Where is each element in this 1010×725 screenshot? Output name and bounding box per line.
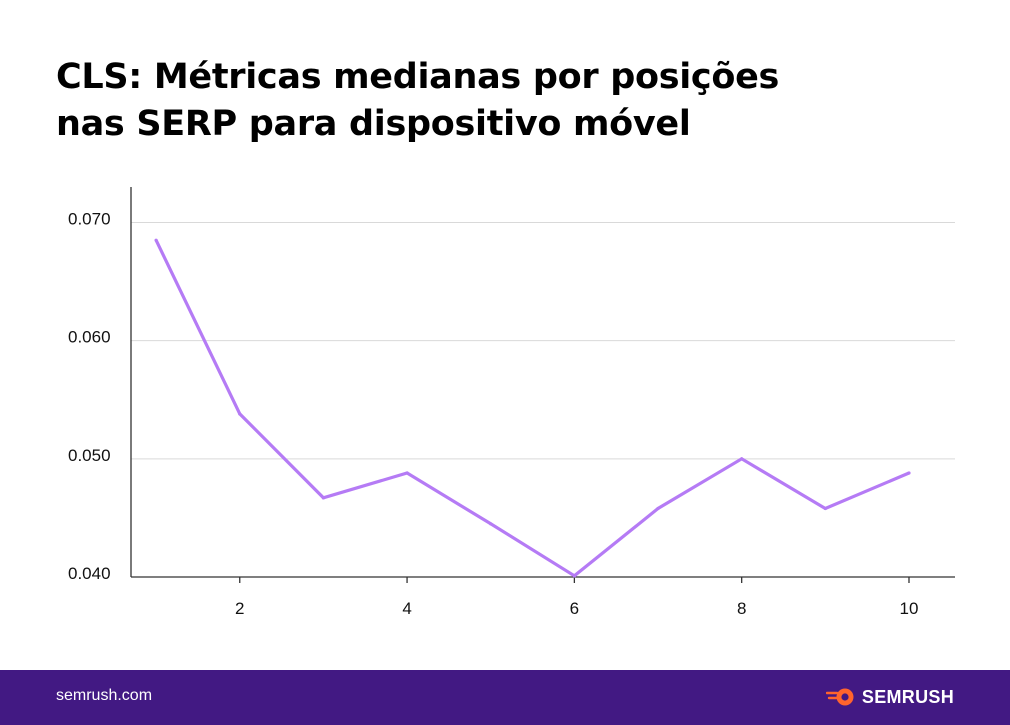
grid-lines <box>131 221 955 460</box>
tick-labels: 0.040 0.050 0.060 0.070 2 4 6 8 10 <box>68 209 918 618</box>
y-tick-label: 0.050 <box>68 446 111 465</box>
data-point <box>656 506 660 511</box>
x-tick-label: 10 <box>900 599 919 618</box>
brand-logo: SEMRUSH <box>825 686 954 708</box>
data-point <box>489 522 493 526</box>
data-point <box>321 496 326 500</box>
data-point <box>238 412 242 416</box>
data-point <box>823 506 827 511</box>
data-point <box>572 574 576 578</box>
chart-title-line-2: nas SERP para dispositivo móvel <box>56 104 691 145</box>
footer: semrush.com SEMRUSH <box>0 670 1010 725</box>
x-tick-label: 6 <box>570 599 579 618</box>
line-chart: 0.040 0.050 0.060 0.070 2 4 6 8 10 <box>68 187 955 618</box>
y-tick-label: 0.040 <box>68 564 111 583</box>
data-point <box>907 471 911 475</box>
y-tick-label: 0.070 <box>68 209 111 228</box>
chart-title-line-1: CLS: Métricas medianas por posições <box>56 57 780 97</box>
brand-name: SEMRUSH <box>861 686 954 707</box>
chart-title: CLS: Métricas medianas por posições nas … <box>56 54 936 149</box>
semrush-fireball-icon <box>825 688 854 706</box>
data-point <box>154 238 158 242</box>
data-point <box>405 471 409 475</box>
x-tick-label: 2 <box>235 599 244 618</box>
series <box>154 238 911 578</box>
axes <box>130 187 955 583</box>
series-line <box>154 239 910 578</box>
footer-url[interactable]: semrush.com <box>56 687 153 704</box>
x-tick-label: 8 <box>737 599 746 618</box>
x-tick-label: 4 <box>402 599 411 618</box>
data-point <box>740 457 744 461</box>
y-tick-label: 0.060 <box>68 328 111 347</box>
